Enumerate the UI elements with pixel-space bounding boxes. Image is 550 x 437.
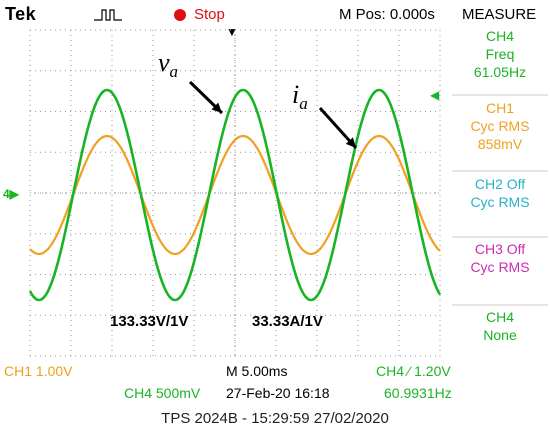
measure-slot-4[interactable]: CH3 Off Cyc RMS: [450, 240, 550, 276]
stop-indicator-icon: [174, 9, 186, 21]
footer-caption: TPS 2024B - 15:29:59 27/02/2020: [161, 410, 389, 427]
measure-menu: CH4 Freq 61.05Hz CH1 Cyc RMS 858mV CH2 O…: [450, 25, 550, 356]
measure-value: 858mV: [477, 136, 523, 152]
date-time: 27-Feb-20 16:18: [226, 385, 330, 401]
measure-type: Cyc RMS: [470, 118, 530, 134]
top-status-bar: Tek Stop M Pos: 0.000s MEASURE: [0, 0, 550, 30]
measure-menu-title: MEASURE: [462, 6, 537, 23]
measure-source: CH3 Off: [474, 241, 526, 257]
measure-source: CH4: [485, 28, 514, 44]
measure-type: Freq: [485, 46, 515, 62]
trigger-position-icon: ▼: [226, 25, 238, 39]
current-arrow-head: [345, 137, 356, 148]
measure-slot-2[interactable]: CH1 Cyc RMS 858mV: [450, 99, 550, 153]
current-label: ia: [292, 80, 308, 114]
measure-slot-1[interactable]: CH4 Freq 61.05Hz: [450, 27, 550, 81]
measure-type: None: [483, 327, 517, 343]
measure-type: Cyc RMS: [470, 259, 530, 275]
measure-type: Cyc RMS: [470, 194, 530, 210]
measure-source: CH1: [485, 100, 514, 116]
oscilloscope-screen: Tek Stop M Pos: 0.000s MEASURE ▼ 4▶ ◀ va…: [0, 0, 550, 401]
ch1-scale: CH1 1.00V: [4, 363, 73, 379]
voltage-scale-text: 133.33V/1V: [110, 313, 189, 330]
ch4-voltage-trace: [28, 88, 442, 302]
trigger-frequency: 60.9931Hz: [384, 385, 452, 401]
ground-level-marker-icon: 4▶: [3, 187, 19, 201]
measure-slot-5[interactable]: CH4 None: [450, 308, 550, 344]
timebase: M 5.00ms: [226, 363, 288, 379]
ch1-current-trace: [29, 134, 441, 256]
measure-value: 61.05Hz: [473, 64, 527, 80]
waveform-display: [28, 29, 548, 357]
measure-slot-3[interactable]: CH2 Off Cyc RMS: [450, 175, 550, 211]
horizontal-position: M Pos: 0.000s: [339, 6, 435, 23]
trigger-setting: CH4 ⁄ 1.20V: [376, 363, 451, 379]
trigger-level-marker-icon: ◀: [430, 88, 440, 102]
ch4-scale: CH4 500mV: [124, 385, 201, 401]
voltage-label: va: [158, 48, 179, 82]
measure-source: CH4: [485, 309, 514, 325]
acquisition-state: Stop: [194, 6, 225, 23]
voltage-arrow-head: [211, 102, 222, 113]
pulse-icon: [94, 9, 122, 21]
current-scale-text: 33.33A/1V: [252, 313, 323, 330]
brand-logo: Tek: [5, 4, 37, 24]
measure-source: CH2 Off: [474, 176, 526, 192]
